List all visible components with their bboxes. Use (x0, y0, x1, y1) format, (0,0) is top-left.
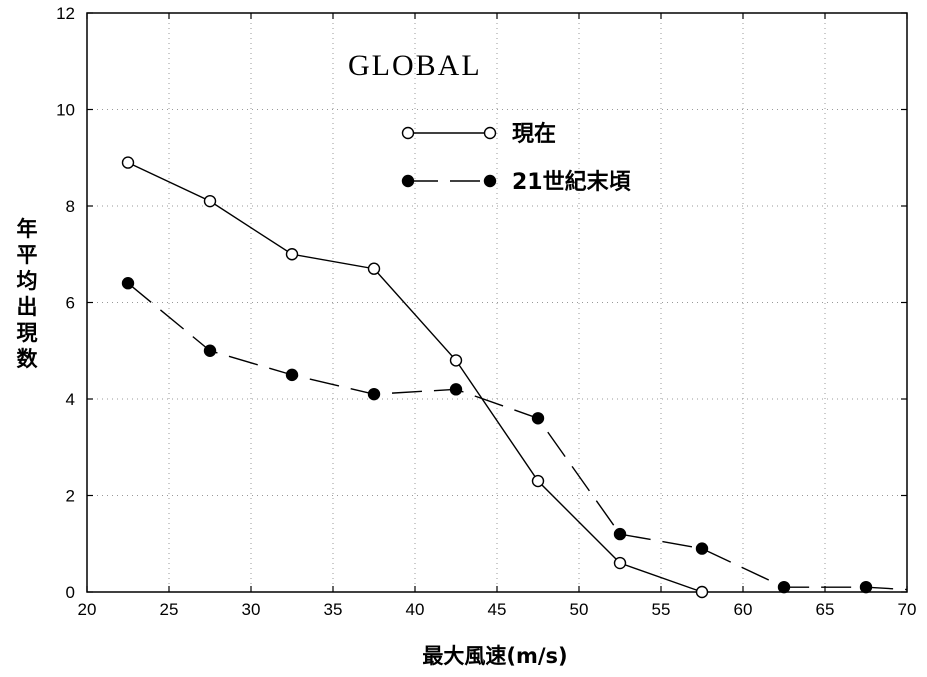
series-0-point (449, 354, 463, 367)
y-axis-title-char: 年 (17, 217, 38, 241)
x-tick-label: 45 (488, 600, 507, 619)
x-axis-title: 最大風速(m/s) (422, 644, 567, 668)
x-tick-label: 25 (160, 600, 179, 619)
legend-label-current: 現在 (512, 121, 556, 147)
x-tick-label: 65 (816, 600, 835, 619)
y-tick-label: 4 (66, 390, 75, 409)
legend: 現在 21世紀末頃 (401, 121, 632, 195)
series-1-point (777, 580, 791, 594)
x-tick-label: 30 (242, 600, 261, 619)
legend-marker-future-right (483, 174, 497, 188)
y-tick-label: 2 (66, 487, 75, 506)
y-tick-label: 12 (56, 4, 75, 23)
series-line-0 (127, 161, 703, 593)
series-line-1 (127, 282, 908, 591)
x-tick-label: 55 (652, 600, 671, 619)
x-tick-label: 70 (898, 600, 917, 619)
series-layer (121, 156, 908, 599)
series-0-point (613, 556, 627, 570)
legend-marker-current-left (401, 126, 415, 140)
series-1-point (121, 277, 135, 290)
x-tick-label: 40 (406, 600, 425, 619)
y-axis-title-char: 均 (17, 269, 38, 293)
series-1-point (695, 542, 709, 555)
y-axis-title-char: 数 (17, 347, 39, 371)
x-tick-label: 60 (734, 600, 753, 619)
legend-item-current: 現在 (401, 121, 556, 147)
series-0-point (121, 156, 135, 169)
y-tick-label: 0 (66, 583, 75, 602)
y-axis-title-char: 平 (17, 243, 38, 267)
x-tick-label: 20 (78, 600, 97, 619)
series-0-point (695, 585, 709, 599)
ticks: 20 25 30 35 40 45 50 55 60 65 70 0 2 4 6 8 10 12 (56, 4, 916, 619)
grid (87, 13, 907, 592)
x-tick-label: 35 (324, 600, 343, 619)
series-0-point (203, 194, 217, 208)
series-1-point (859, 580, 873, 594)
series-1-point (449, 383, 463, 396)
y-axis-title-char: 現 (17, 321, 38, 345)
series-0-point (367, 262, 381, 275)
series-0-point (285, 248, 299, 261)
series-1-point (531, 412, 545, 425)
series-1-point (203, 344, 217, 357)
series-1-point (367, 387, 381, 401)
x-tick-label: 50 (570, 600, 589, 619)
y-tick-label: 10 (56, 101, 75, 120)
series-0-point (531, 474, 545, 488)
y-tick-label: 6 (66, 294, 75, 313)
legend-marker-future-left (401, 174, 415, 188)
legend-marker-current-right (483, 126, 497, 140)
series-1-point (285, 368, 299, 382)
chart-title: GLOBAL (348, 49, 482, 82)
y-axis-title-char: 出 (17, 295, 38, 319)
y-tick-label: 8 (66, 197, 75, 216)
legend-item-future: 21世紀末頃 (401, 169, 632, 195)
legend-label-future: 21世紀末頃 (512, 169, 632, 195)
series-1-point (613, 527, 627, 541)
